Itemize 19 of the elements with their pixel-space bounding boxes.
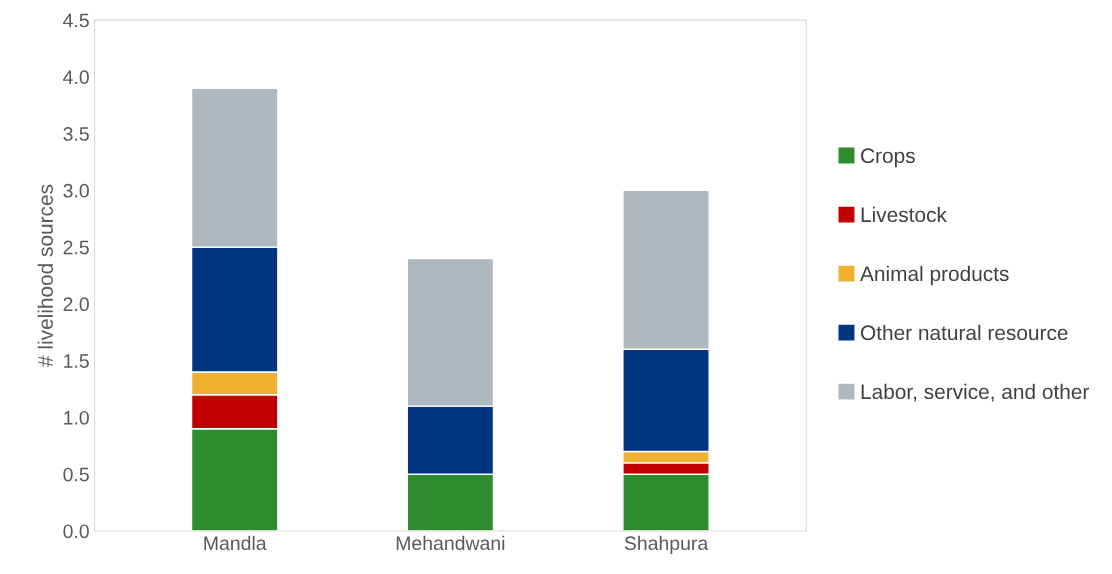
y-axis-title: # livelihood sources [37,184,53,367]
legend-label: Other natural resource [861,324,1068,341]
y-tick-label: 2.5 [63,240,89,255]
x-tick-label: Shahpura [624,535,709,554]
y-tick-label: 2.0 [63,297,89,312]
y-tick-label: 1.5 [64,354,89,368]
y-tick-label: 1.0 [64,410,89,425]
legend-label: Labor, service, and other [861,383,1089,402]
y-tick-label: 0.5 [63,467,89,482]
y-tick-label: 0.0 [63,524,89,539]
legend-label: Animal products [860,265,1009,286]
x-tick-label: Mehandwani [396,535,505,551]
legend-label: Crops [861,148,915,168]
y-tick-label: 4.5 [63,13,89,28]
x-tick-label: Mandla [204,535,267,551]
y-tick-label: 3.0 [63,183,89,198]
y-tick-label: 3.5 [63,127,89,141]
y-tick-label: 4.0 [63,70,89,85]
legend-label: Livestock [861,206,947,223]
